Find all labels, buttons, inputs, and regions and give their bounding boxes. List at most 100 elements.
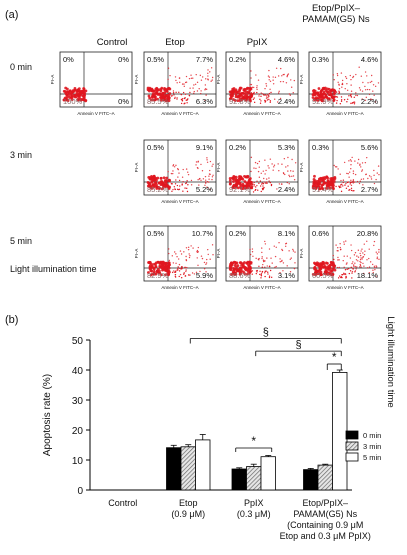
dot: [346, 181, 349, 184]
axis-label-y: PI–A: [134, 163, 139, 173]
dot: [289, 175, 291, 178]
dot: [291, 175, 293, 178]
significance-bracket: *: [235, 434, 273, 452]
dot: [325, 175, 329, 179]
y-tick-label: 0: [77, 486, 83, 497]
dot: [335, 244, 337, 246]
dot: [232, 90, 236, 94]
quadrant-upper-right-value: 0%: [118, 55, 129, 64]
dot: [204, 175, 207, 178]
dot: [279, 80, 282, 83]
dot: [231, 270, 235, 273]
dot: [164, 266, 168, 270]
dot: [311, 96, 315, 99]
dot: [179, 81, 181, 84]
dot: [332, 74, 334, 76]
dot: [205, 182, 207, 184]
dot: [167, 171, 169, 173]
dot: [187, 246, 190, 249]
dot: [355, 259, 358, 261]
dot: [294, 262, 296, 264]
dot: [313, 92, 317, 96]
axis-label-x: Annexin V FITC–A: [326, 199, 363, 204]
dot: [349, 257, 352, 259]
dot: [183, 97, 186, 99]
dot: [264, 275, 266, 278]
dot: [252, 183, 254, 185]
flow-plot-r0-c0: 0% 0% 100% 0% Annexin V FITC–A PI–A: [50, 51, 133, 116]
dot: [352, 265, 355, 267]
dot: [327, 97, 331, 101]
dot: [269, 100, 272, 102]
dot: [249, 261, 252, 265]
dot: [364, 161, 367, 164]
dot: [347, 268, 350, 270]
dot: [272, 83, 275, 85]
right-axis-label: Light illumination time: [385, 316, 396, 407]
dot: [260, 95, 262, 98]
dot: [181, 83, 184, 85]
dot: [292, 250, 295, 252]
dot: [326, 179, 330, 183]
dot: [241, 95, 244, 98]
bar-5-min-1: [195, 439, 211, 491]
dot: [267, 273, 269, 275]
dot: [268, 98, 270, 101]
dot: [350, 187, 353, 190]
dot: [320, 273, 323, 276]
dot: [208, 173, 211, 175]
dot: [343, 272, 345, 274]
quadrant-upper-right-value: 20.8%: [357, 229, 379, 238]
dot: [257, 170, 260, 173]
dot: [207, 72, 209, 74]
dot: [175, 270, 177, 272]
dot: [372, 84, 375, 86]
dot: [174, 97, 176, 100]
dot: [261, 247, 263, 249]
plot-frame: [225, 51, 299, 108]
dot: [180, 98, 183, 101]
row-label-0min: 0 min: [10, 62, 32, 72]
dot: [360, 166, 362, 168]
dot: [255, 74, 257, 76]
axis-label-x: Annexin V FITC–A: [77, 111, 114, 116]
dot: [233, 99, 237, 102]
dot: [345, 182, 347, 185]
scatter-dots: [311, 66, 380, 105]
dot: [268, 79, 270, 81]
quadrant-lower-left-value: 60.5%: [312, 271, 334, 280]
dot: [265, 169, 267, 172]
dot: [285, 166, 287, 168]
dot: [250, 180, 253, 184]
dot: [189, 274, 191, 276]
dot: [340, 276, 343, 278]
dot: [245, 96, 249, 100]
dot: [206, 161, 209, 163]
dot: [188, 253, 190, 255]
dot: [273, 98, 276, 100]
quadrant-upper-right-value: 5.6%: [361, 143, 378, 152]
dot: [263, 186, 265, 189]
dot: [330, 178, 334, 182]
dot: [194, 83, 197, 85]
dot: [66, 90, 70, 94]
dot: [175, 91, 177, 94]
dot: [362, 81, 364, 84]
dot: [342, 259, 344, 262]
panel-b-bar-chart: (b) 0 10 20 30 40 50 Apoptosis rate (%) Light il…: [5, 314, 396, 541]
axis-label-y: PI–A: [216, 249, 221, 259]
axis-label-y: PI–A: [299, 249, 304, 259]
axis-label-x: Annexin V FITC–A: [243, 285, 280, 290]
dot: [197, 251, 200, 253]
dot: [265, 97, 268, 99]
dot: [256, 184, 258, 187]
dot: [82, 93, 85, 97]
dot: [159, 87, 163, 91]
dot: [286, 265, 288, 267]
dot: [200, 79, 203, 81]
dot: [172, 170, 174, 172]
dot: [156, 97, 160, 101]
dot: [352, 76, 354, 79]
dot: [189, 87, 191, 89]
dot: [175, 262, 177, 264]
